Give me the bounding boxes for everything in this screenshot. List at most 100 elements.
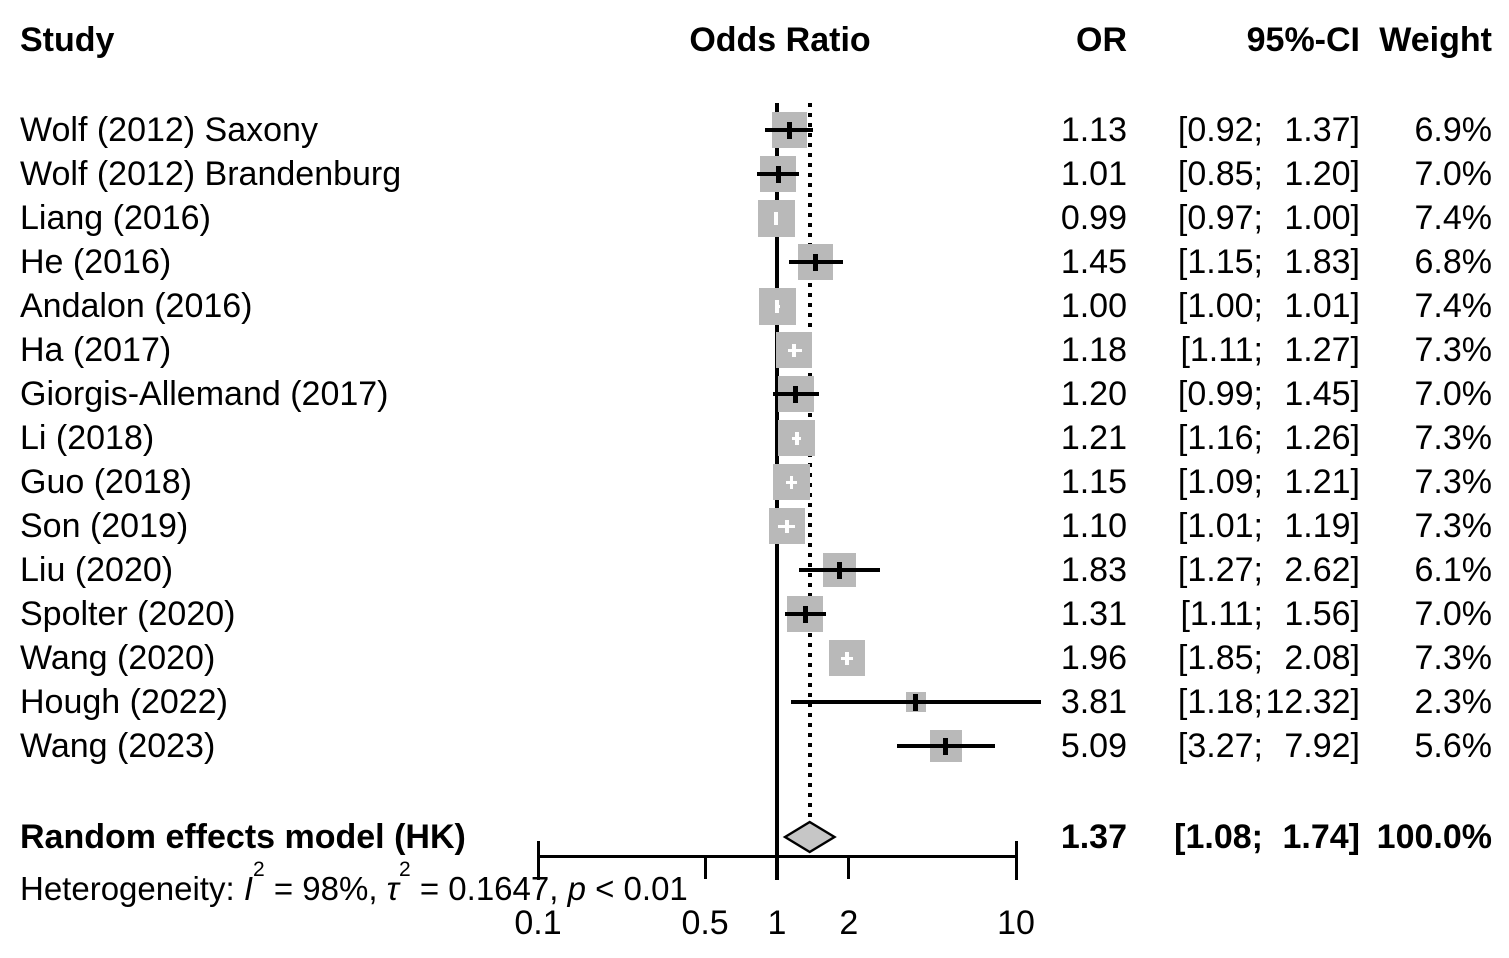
study-ci-hi: 12.32] — [1265, 683, 1360, 721]
study-weight: 7.3% — [1414, 419, 1493, 457]
x-axis-line — [536, 855, 1018, 858]
study-name: Giorgis-Allemand (2017) — [20, 375, 389, 413]
study-row: Hough (2022) 3.81 [1.18; 12.32] 2.3% — [0, 680, 1509, 724]
point-estimate-tick — [775, 165, 781, 183]
study-name: He (2016) — [20, 243, 172, 281]
het-tau-value: = 0.1647, — [410, 870, 568, 907]
study-ci-hi: 1.45] — [1284, 375, 1360, 413]
het-prefix: Heterogeneity: — [20, 870, 244, 907]
study-or-value: 1.00 — [1060, 287, 1127, 325]
study-ci-hi: 1.21] — [1284, 463, 1360, 501]
study-or-value: 1.10 — [1060, 507, 1127, 545]
x-axis-tick-label: 0.5 — [681, 904, 729, 942]
study-weight: 7.3% — [1414, 507, 1493, 545]
x-axis-tick-label: 1 — [767, 904, 787, 942]
point-estimate-tick — [774, 211, 778, 225]
summary-row: Random effects model (HK) 1.37 [1.08; 1.… — [0, 815, 1509, 859]
study-name: Wang (2020) — [20, 639, 216, 677]
het-tau-sup: 2 — [399, 858, 411, 881]
study-ci-lo: [1.00; — [1177, 287, 1263, 325]
study-weight: 7.3% — [1414, 331, 1493, 369]
study-or-value: 1.96 — [1060, 639, 1127, 677]
summary-or: 1.37 — [1060, 818, 1127, 856]
point-estimate-tick — [792, 343, 796, 357]
study-name: Hough (2022) — [20, 683, 228, 721]
study-ci-lo: [1.11; — [1180, 331, 1263, 369]
study-ci-lo: [0.99; — [1177, 375, 1263, 413]
point-estimate-tick — [795, 431, 799, 445]
header-row: Study Odds Ratio OR 95%-CI Weight — [0, 18, 1509, 62]
point-estimate-tick — [837, 561, 843, 579]
study-name: Li (2018) — [20, 419, 155, 457]
study-name: Wang (2023) — [20, 727, 216, 765]
study-or-value: 1.21 — [1060, 419, 1127, 457]
pooled-estimate-dotted-line — [807, 103, 812, 822]
point-estimate-tick — [789, 475, 794, 489]
het-tau-symbol: τ — [386, 870, 400, 907]
study-or-value: 1.13 — [1060, 111, 1127, 149]
study-ci-lo: [1.27; — [1177, 551, 1263, 589]
study-name: Liu (2020) — [20, 551, 174, 589]
study-row: Wang (2020) 1.96 [1.85; 2.08] 7.3% — [0, 636, 1509, 680]
study-row: Guo (2018) 1.15 [1.09; 1.21] 7.3% — [0, 460, 1509, 504]
point-estimate-tick — [913, 693, 919, 711]
het-p-symbol: p — [567, 870, 586, 907]
study-name: Liang (2016) — [20, 199, 211, 237]
study-ci-lo: [1.18; — [1177, 683, 1263, 721]
study-ci-hi: 1.19] — [1284, 507, 1360, 545]
study-ci-lo: [0.92; — [1177, 111, 1263, 149]
summary-label: Random effects model (HK) — [20, 818, 466, 856]
x-axis-tick-label: 2 — [839, 904, 859, 942]
study-ci-lo: [0.97; — [1177, 199, 1263, 237]
header-odds-ratio: Odds Ratio — [689, 21, 871, 59]
study-weight: 7.4% — [1414, 199, 1493, 237]
het-i-sup: 2 — [252, 858, 265, 881]
study-row: He (2016) 1.45 [1.15; 1.83] 6.8% — [0, 240, 1509, 284]
study-or-value: 1.01 — [1060, 155, 1127, 193]
study-name: Spolter (2020) — [20, 595, 236, 633]
study-ci-lo: [0.85; — [1177, 155, 1263, 193]
study-ci-hi: 7.92] — [1284, 727, 1360, 765]
x-axis-tick — [1014, 841, 1018, 880]
study-weight: 6.8% — [1414, 243, 1493, 281]
study-or-value: 1.15 — [1060, 463, 1127, 501]
study-ci-hi: 1.01] — [1284, 287, 1360, 325]
study-or-value: 1.83 — [1060, 551, 1127, 589]
study-name: Ha (2017) — [20, 331, 172, 369]
study-ci-lo: [1.11; — [1180, 595, 1263, 633]
study-or-value: 1.31 — [1060, 595, 1127, 633]
study-ci-lo: [1.01; — [1177, 507, 1263, 545]
study-name: Son (2019) — [20, 507, 189, 545]
study-row: Son (2019) 1.10 [1.01; 1.19] 7.3% — [0, 504, 1509, 548]
summary-diamond — [782, 820, 837, 854]
study-ci-lo: [3.27; — [1177, 727, 1263, 765]
study-row: Spolter (2020) 1.31 [1.11; 1.56] 7.0% — [0, 592, 1509, 636]
study-weight: 2.3% — [1414, 683, 1493, 721]
x-axis-tick — [703, 857, 707, 879]
study-row: Wolf (2012) Saxony 1.13 [0.92; 1.37] 6.9… — [0, 108, 1509, 152]
header-or: OR — [1076, 21, 1127, 59]
study-or-value: 3.81 — [1060, 683, 1127, 721]
study-ci-hi: 1.56] — [1284, 595, 1360, 633]
study-row: Liu (2020) 1.83 [1.27; 2.62] 6.1% — [0, 548, 1509, 592]
heterogeneity-note: Heterogeneity: I2 = 98%, τ2 = 0.1647, p … — [20, 858, 688, 907]
het-i-value: = 98%, — [264, 870, 387, 907]
study-weight: 5.6% — [1414, 727, 1493, 765]
point-estimate-tick — [802, 605, 808, 623]
study-ci-hi: 1.27] — [1284, 331, 1360, 369]
study-row: Liang (2016) 0.99 [0.97; 1.00] 7.4% — [0, 196, 1509, 240]
header-ci: 95%-CI — [1246, 21, 1360, 59]
study-ci-hi: 1.20] — [1284, 155, 1360, 193]
study-ci-hi: 2.62] — [1284, 551, 1360, 589]
point-estimate-tick — [845, 651, 849, 665]
x-axis-tick — [536, 841, 540, 880]
summary-ci-lo: [1.08; — [1174, 818, 1263, 856]
study-ci-lo: [1.15; — [1177, 243, 1263, 281]
header-study: Study — [20, 21, 115, 59]
point-estimate-tick — [787, 121, 793, 139]
summary-ci-hi: 1.74] — [1282, 818, 1361, 856]
point-estimate-tick — [943, 737, 949, 755]
study-weight: 7.4% — [1414, 287, 1493, 325]
study-name: Guo (2018) — [20, 463, 192, 501]
study-row: Wolf (2012) Brandenburg 1.01 [0.85; 1.20… — [0, 152, 1509, 196]
